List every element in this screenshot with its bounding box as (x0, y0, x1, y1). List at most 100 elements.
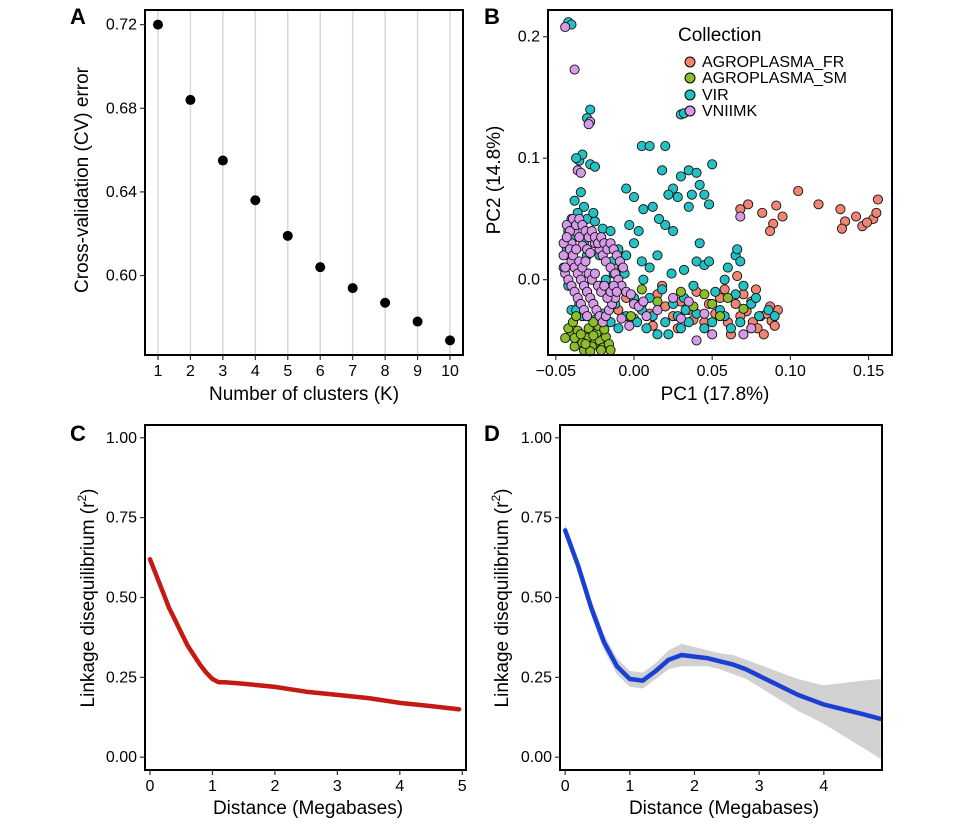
panel-b-point-agroplasma-fr (850, 211, 862, 222)
panel-b-point-agroplasma-fr (771, 200, 782, 211)
panel-a-point (315, 262, 326, 273)
panel-b-point-agroplasma-fr (730, 298, 741, 310)
panel-b-point-vir (628, 192, 640, 203)
panel-label-c: C (70, 421, 86, 446)
panel-b-ylabel: PC2 (14.8%) (484, 126, 505, 235)
panel-a-x-tick-label: 8 (381, 363, 390, 380)
panel-a: A Number of clusters (K) Cross-validatio… (70, 4, 464, 405)
panel-c-y-tick-label: 0.75 (106, 510, 137, 527)
panel-b-point-agroplasma-sm (714, 311, 726, 322)
panel-b-point-vir (660, 141, 671, 152)
panel-c-ylabel: Linkage disequilibrium (r2) (75, 489, 99, 708)
legend-swatch-agroplasma-fr (684, 56, 696, 68)
panel-b-point-vniimk (683, 296, 694, 307)
panel-label-d: D (484, 421, 500, 446)
panel-b-point-vniimk (561, 232, 572, 243)
panel-label-b: B (484, 4, 500, 29)
panel-b-point-vir (605, 226, 616, 237)
panel-b-point-agroplasma-fr (835, 204, 846, 215)
panel-d-y-tick-label: 0.00 (521, 749, 552, 766)
panel-b-point-vniimk (641, 311, 652, 322)
panel-b-point-agroplasma-sm (575, 329, 586, 340)
legend-label-vir: VIR (702, 87, 729, 104)
panel-d: D Distance (Megabases) Linkage disequili… (484, 421, 883, 819)
panel-b-point-vir (722, 262, 733, 273)
panel-b-point-vir (652, 250, 663, 261)
panel-c-x-tick-label: 0 (146, 778, 155, 795)
panel-b-x-tick-label: 0.15 (853, 363, 884, 380)
panel-b-point-vniimk (582, 311, 593, 322)
panel-c-x-tick-label: 2 (270, 778, 279, 795)
panel-b-point-vir (672, 192, 683, 203)
panel-c-ylabel-main: Linkage disequilibrium (r (78, 501, 99, 708)
panel-b-points (558, 17, 883, 357)
panel-a-y-tick-label: 0.68 (106, 100, 137, 117)
panel-c-x-tick-label: 5 (458, 778, 467, 795)
panel-b-point-vniimk (571, 244, 582, 255)
panel-b-point-vir (641, 323, 652, 334)
panel-b-point-vir (660, 219, 671, 231)
panel-b-point-vir (699, 323, 710, 334)
panel-b-point-vniimk (668, 292, 679, 303)
panel-d-y-tick-label: 0.50 (521, 590, 552, 607)
panel-b-point-vir (657, 165, 668, 176)
panel-d-ylabel: Linkage disequilibrium (r2) (489, 489, 513, 708)
panel-b-point-vir (633, 226, 644, 237)
panel-a-point (217, 155, 228, 166)
panel-b-point-vniimk (575, 167, 586, 178)
panel-b-point-agroplasma-sm (625, 311, 636, 322)
panel-b-point-vniimk (618, 262, 629, 273)
panel-b-point-agroplasma-sm (588, 330, 599, 341)
panel-b-point-agroplasma-fr (764, 226, 776, 237)
panel-b-point-agroplasma-fr (769, 320, 780, 331)
panel-b-point-vir (694, 238, 705, 249)
panel-b-point-vir (571, 153, 582, 164)
panel-b-point-vir (578, 201, 590, 212)
panel-a-y-tick-label: 0.72 (106, 17, 137, 34)
panel-b-point-agroplasma-sm (722, 292, 733, 303)
panel-d-y-tick-label: 1.00 (521, 430, 552, 447)
panel-d-x-tick-label: 2 (690, 778, 699, 795)
panel-b-point-vir (585, 104, 596, 115)
panel-b-point-agroplasma-sm (699, 289, 710, 300)
panel-d-xlabel: Distance (Megabases) (629, 798, 819, 819)
panel-b-point-vir (624, 219, 635, 231)
panel-a-ylabel: Cross-validation (CV) error (72, 66, 93, 293)
panel-c-xlabel: Distance (Megabases) (213, 798, 403, 819)
panel-a-point (347, 283, 358, 294)
panel-a-y-tick-label: 0.64 (106, 184, 137, 201)
legend-swatch-vir (684, 89, 696, 101)
panel-b-point-vir (613, 323, 624, 334)
panel-c-x-tick-label: 3 (333, 778, 342, 795)
panel-b-point-vir (589, 216, 600, 227)
panel-b-point-vir (666, 268, 677, 279)
panel-b-point-vir (691, 167, 702, 178)
panel-d-ylabel-main: Linkage disequilibrium (r (492, 501, 513, 708)
panel-a-x-tick-label: 3 (218, 363, 227, 380)
panel-a-point (282, 230, 293, 241)
panel-c-confidence-band (150, 557, 460, 712)
panel-b-point-vniimk (583, 119, 594, 130)
panel-b-point-vir (675, 323, 686, 334)
panel-b-point-agroplasma-sm (738, 303, 749, 314)
panel-a-x-tick-label: 9 (413, 363, 422, 380)
panel-label-a: A (70, 4, 86, 29)
panel-c-y-tick-label: 0.50 (106, 590, 137, 607)
panel-b-point-agroplasma-sm (636, 284, 647, 295)
panel-b-point-vniimk (699, 308, 710, 319)
panel-a-point (250, 195, 261, 206)
panel-b-point-agroplasma-sm (596, 345, 607, 356)
panel-d-ylabel-sup: 2 (489, 495, 503, 502)
panel-b-point-vir (657, 284, 668, 295)
panel-b-point-vniimk (735, 211, 746, 222)
panel-b-legend: Collection AGROPLASMA_FR AGROPLASMA_SM V… (678, 25, 847, 120)
panel-b-point-vir (644, 262, 655, 273)
legend-swatch-agroplasma-sm (684, 72, 696, 84)
panel-b-point-vir (678, 264, 690, 276)
panel-a-x-tick-label: 7 (348, 363, 357, 380)
panel-c-y-tick-label: 0.25 (106, 669, 137, 686)
panel-b-point-vir (663, 189, 674, 200)
panel-b-point-vniimk (585, 247, 596, 259)
panel-d-x-tick-label: 4 (819, 778, 828, 795)
panel-a-point (445, 335, 456, 346)
